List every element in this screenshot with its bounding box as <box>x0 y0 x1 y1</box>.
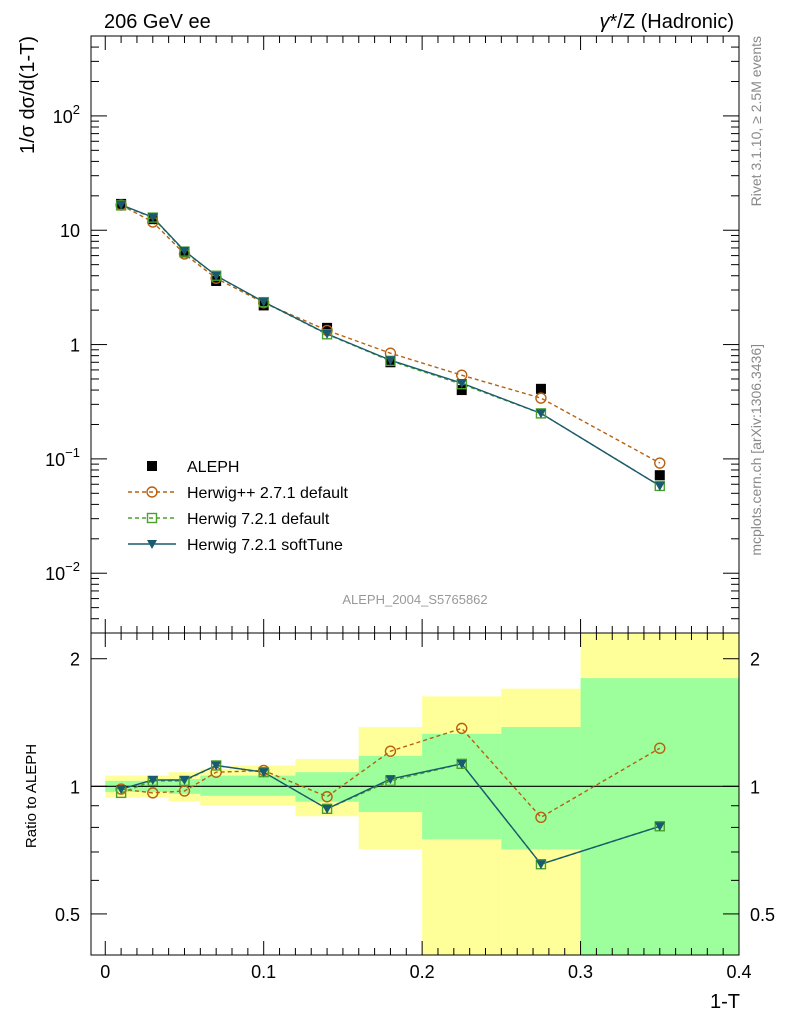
ratio-panel: 2 2 1 1 0.5 0.5 0 0.1 0.2 0.3 0.4 Ratio to ALEPH <box>23 632 775 982</box>
x-tick-label: 0 <box>100 962 110 982</box>
ratio-y-tick-label-left: 2 <box>70 650 80 670</box>
x-tick-label: 0.3 <box>568 962 593 982</box>
main-point-herwig_721_softtune <box>211 271 222 281</box>
main-point-herwig_pp <box>535 392 547 404</box>
main-point-data <box>456 385 467 396</box>
main-y-tick-label: 10 <box>60 221 80 241</box>
main-y-tick-label: 10−2 <box>45 559 80 584</box>
main-point-data <box>535 383 546 394</box>
ratio-y-tick-label-right: 0.5 <box>750 905 775 925</box>
main-point-herwig_721_softtune <box>258 297 269 307</box>
main-point-herwig_721_softtune <box>322 329 333 339</box>
main-y-tick-label: 102 <box>53 102 80 127</box>
main-line-herwig_721_softtune <box>120 204 661 487</box>
main-point-herwig_721_softtune <box>179 246 190 256</box>
main-line-herwig_721_default <box>120 204 661 487</box>
main-point-herwig_721_softtune <box>654 481 665 491</box>
main-point-data <box>654 470 665 481</box>
energy-title: 206 GeV ee <box>104 11 211 33</box>
main-y-tick-base: 10 <box>60 221 80 241</box>
ratio-point-herwig_721_softtune <box>147 775 158 785</box>
legend-marker <box>147 461 157 471</box>
main-point-herwig_721_softtune <box>147 213 158 223</box>
legend: ALEPH Herwig++ 2.7.1 default Herwig 7.2.1 … <box>128 459 349 554</box>
main-point-herwig_721_softtune <box>385 356 396 366</box>
mcplots-label: mcplots.cern.ch [arXiv:1306.3436] <box>748 344 764 556</box>
ratio-point-herwig_721_softtune <box>179 775 190 785</box>
ratio-point-herwig_pp <box>384 745 397 757</box>
main-y-tick-base: 10 <box>45 450 65 470</box>
x-tick-label: 0.4 <box>726 962 751 982</box>
legend-label: Herwig 7.2.1 softTune <box>187 537 343 554</box>
main-point-herwig_721_softtune <box>456 379 467 389</box>
ratio-y-tick-label-left: 0.5 <box>55 905 80 925</box>
legend-marker <box>146 486 158 498</box>
ratio-point-herwig_721_softtune <box>258 768 269 778</box>
main-point-data <box>322 322 333 333</box>
ratio-point-herwig_721_softtune <box>535 860 546 870</box>
main-y-tick-exp: −1 <box>65 445 80 460</box>
main-y-tick-exp: 2 <box>73 102 80 117</box>
x-tick-label: 0.1 <box>251 962 276 982</box>
main-y-tick-base: 10 <box>45 564 65 584</box>
legend-marker <box>147 540 157 549</box>
legend-label: ALEPH <box>187 459 239 476</box>
ratio-band-inner <box>200 775 233 796</box>
process-title-gamma: γ <box>600 11 611 33</box>
ratio-point-herwig_pp <box>456 722 468 735</box>
legend-marker <box>146 512 158 524</box>
ratio-point-herwig_pp <box>535 811 547 824</box>
ratio-point-herwig_721_softtune <box>211 761 222 771</box>
process-title-rest: */Z (Hadronic) <box>610 11 734 33</box>
main-y-tick-base: 10 <box>53 107 73 127</box>
rivet-label: Rivet 3.1.10, ≥ 2.5M events <box>748 36 764 206</box>
ratio-point-herwig_pp <box>321 791 333 803</box>
legend-label: Herwig 7.2.1 default <box>187 511 330 528</box>
ratio-y-tick-label-right: 2 <box>750 650 760 670</box>
x-axis-label: 1-T <box>710 991 740 1013</box>
analysis-id-label: ALEPH_2004_S5765862 <box>342 592 487 607</box>
ratio-y-tick-label-left: 1 <box>70 777 80 797</box>
ratio-y-tick-label-right: 1 <box>750 777 760 797</box>
main-point-herwig_pp <box>654 457 666 469</box>
main-line-herwig_pp <box>120 204 661 464</box>
ratio-point-herwig_721_softtune <box>456 759 467 769</box>
main-point-data <box>211 275 222 286</box>
ratio-frame <box>90 632 740 956</box>
x-tick-label: 0.2 <box>410 962 435 982</box>
main-y-tick-base: 1 <box>70 336 80 356</box>
ratio-point-herwig_721_softtune <box>654 822 665 832</box>
ratio-line-herwig_pp <box>121 727 661 819</box>
main-point-herwig_721_softtune <box>535 409 546 419</box>
main-y-tick-label: 1 <box>70 336 80 356</box>
process-title: γ*/Z (Hadronic) <box>600 11 734 33</box>
ratio-point-herwig_pp <box>147 787 159 799</box>
ratio-point-herwig_721_softtune <box>116 785 127 795</box>
ratio-point-herwig_pp <box>654 742 666 754</box>
legend-label: Herwig++ 2.7.1 default <box>187 485 349 502</box>
main-y-axis-label: 1/σ dσ/d(1-T) <box>17 36 39 154</box>
ratio-point-herwig_721_softtune <box>322 804 333 814</box>
ratio-band-inner <box>501 727 581 850</box>
main-y-tick-exp: −2 <box>65 559 80 574</box>
main-point-herwig_721_softtune <box>116 200 127 210</box>
ratio-line-herwig_721_softtune <box>120 763 661 866</box>
ratio-y-axis-label: Ratio to ALEPH <box>23 744 40 848</box>
ratio-point-herwig_721_softtune <box>385 775 396 785</box>
main-y-tick-label: 10−1 <box>45 445 80 470</box>
ratio-band-inner <box>580 678 739 955</box>
